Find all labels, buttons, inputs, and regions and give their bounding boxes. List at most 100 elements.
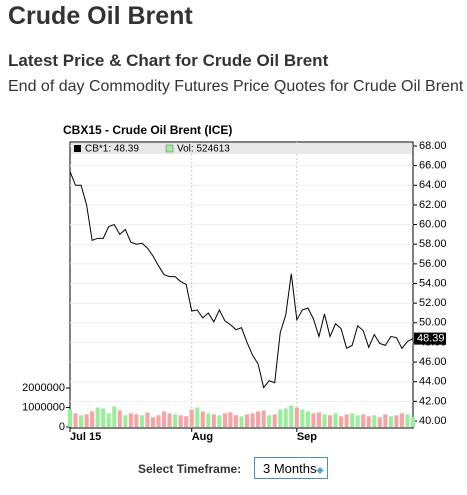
volume-bar: [162, 411, 167, 427]
volume-bar: [145, 412, 150, 427]
volume-bar: [289, 405, 294, 427]
volume-bar: [150, 417, 156, 427]
volume-bar: [361, 414, 366, 427]
volume-bar: [239, 416, 244, 427]
volume-bar: [233, 415, 239, 427]
volume-bar: [112, 406, 117, 427]
volume-bar: [106, 413, 111, 427]
volume-bar: [300, 409, 305, 427]
volume-bar: [350, 413, 355, 427]
volume-bar: [394, 415, 399, 427]
y2-tick-label: 0: [59, 421, 65, 433]
volume-bar: [272, 414, 277, 427]
volume-bar: [101, 408, 106, 427]
volume-bar: [316, 412, 321, 427]
volume-bar: [67, 409, 73, 427]
volume-bar: [206, 413, 211, 427]
volume-bar: [250, 413, 255, 427]
volume-bar: [256, 411, 261, 427]
y-tick-label: 56.00: [419, 258, 447, 270]
volume-bar: [217, 415, 222, 427]
volume-bar: [73, 413, 78, 427]
y-tick-label: 64.00: [419, 179, 447, 191]
legend-swatch: [74, 145, 81, 152]
volume-bar: [222, 413, 227, 427]
volume-bar: [117, 410, 122, 427]
volume-bar: [90, 411, 95, 427]
volume-bar: [123, 415, 128, 427]
plot-frame: [69, 141, 414, 429]
volume-bar: [327, 415, 333, 427]
y-tick-label: 62.00: [419, 199, 447, 211]
page-subtitle: End of day Commodity Futures Price Quote…: [8, 78, 464, 95]
price-line: [69, 171, 414, 389]
volume-bar: [261, 410, 266, 427]
volume-bar: [134, 414, 139, 427]
timeframe-select[interactable]: 3 Months: [254, 457, 328, 479]
chart: CBX15 - Crude Oil Brent (ICE) 40.00 42.00…: [22, 123, 447, 443]
volume-bar: [244, 414, 250, 427]
page-heading: Latest Price & Chart for Crude Oil Brent: [8, 51, 329, 70]
volume-bar: [372, 415, 377, 427]
y-tick-label: 42.00: [419, 395, 447, 407]
y-tick-label: 44.00: [419, 376, 447, 388]
x-tick-label: Sep: [297, 431, 317, 443]
y-tick-label: 60.00: [419, 218, 447, 230]
volume-bar: [366, 416, 371, 427]
volume-bar: [173, 414, 178, 427]
chart-title: CBX15 - Crude Oil Brent (ICE): [63, 123, 232, 137]
volume-bar: [294, 407, 299, 427]
volume-bar: [79, 415, 84, 427]
volume-bar: [211, 414, 216, 427]
volume-bar: [355, 415, 360, 427]
last-price-box: [414, 332, 446, 345]
volume-bar: [399, 413, 404, 427]
volume-bar: [84, 414, 89, 427]
volume-bar: [333, 413, 338, 427]
y-tick-label: 66.00: [419, 160, 447, 172]
volume-bar: [228, 412, 233, 427]
volume-bar: [267, 415, 272, 427]
y-tick-label: 50.00: [419, 317, 447, 329]
volume-bar: [167, 413, 172, 427]
volume-bar: [322, 414, 327, 427]
volume-bar: [189, 409, 194, 427]
y-tick-label: 68.00: [419, 140, 447, 152]
legend-label: CB*1: 48.39: [85, 144, 139, 155]
legend-swatch: [165, 144, 174, 153]
y2-tick-label: 1000000: [22, 401, 65, 413]
volume-bar: [156, 415, 161, 427]
timeframe-label: Select Timeframe:: [138, 462, 242, 476]
y-tick-label: 40.00: [419, 415, 447, 427]
x-tick-label: Jul 15: [70, 431, 101, 443]
volume-bar: [339, 416, 344, 427]
volume-bar: [388, 416, 393, 427]
y-tick-label: 52.00: [419, 297, 447, 309]
volume-bar: [377, 417, 382, 427]
volume-bar: [383, 414, 388, 427]
last-price-label: 48.39: [417, 333, 445, 345]
volume-bar: [278, 409, 283, 427]
volume-bar: [195, 407, 200, 427]
volume-bar: [178, 415, 183, 427]
legend-label: Vol: 524613: [177, 144, 230, 155]
volume-bar: [95, 407, 100, 427]
volume-bar: [128, 413, 133, 427]
volume-bar: [283, 408, 288, 427]
volume-bar: [405, 414, 410, 427]
volume-bar: [305, 411, 310, 427]
x-tick-label: Aug: [192, 431, 213, 443]
volume-bar: [184, 416, 189, 427]
volume-bar: [344, 414, 349, 427]
y-tick-label: 58.00: [419, 238, 447, 250]
legend-bg: [71, 143, 412, 154]
y-tick-label: 54.00: [419, 277, 447, 289]
volume-bar: [311, 413, 316, 427]
volume-bar: [410, 416, 416, 427]
page-title: Crude Oil Brent: [8, 2, 193, 30]
y2-tick-label: 2000000: [22, 382, 65, 394]
volume-bar: [200, 411, 205, 427]
volume-bar: [139, 415, 144, 427]
y-tick-label: 46.00: [419, 356, 447, 368]
